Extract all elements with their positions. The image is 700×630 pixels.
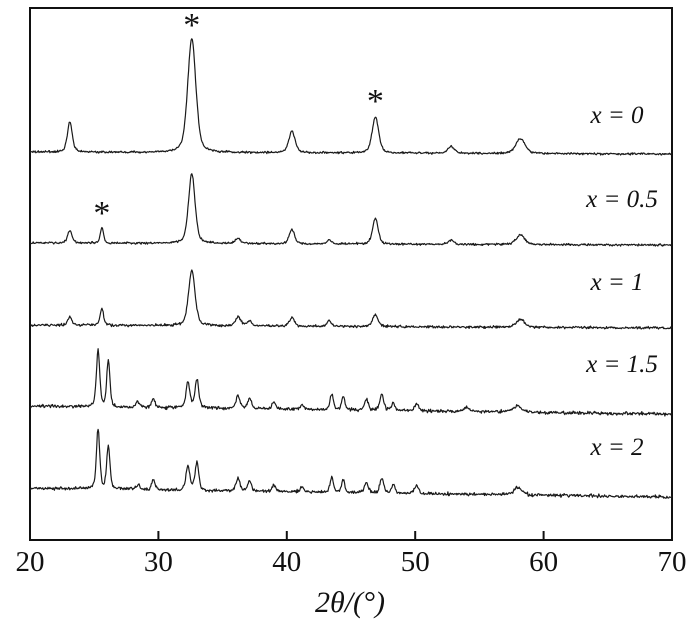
x-tick-label: 30 (144, 546, 173, 578)
series-label: x = 1 (590, 269, 644, 296)
asterisk-annotation: * (183, 7, 200, 44)
x-tick-label: 20 (16, 546, 45, 578)
trace-0 (29, 38, 673, 156)
asterisk-annotation: * (93, 195, 110, 232)
x-axis-label: 2θ/(°) (315, 586, 385, 619)
series-label: x = 2 (590, 434, 644, 461)
plot-border (29, 7, 673, 541)
plot-area: 20 30 40 50 60 70 x = 0 x = 0.5 x = 1 x = 1.5 x = … (16, 7, 687, 578)
x-tick-label: 60 (529, 546, 558, 578)
trace-1-5 (29, 348, 673, 417)
x-tick-label: 50 (401, 546, 430, 578)
series-label: x = 0.5 (585, 186, 658, 213)
trace-1 (29, 269, 673, 330)
asterisk-annotation: * (367, 83, 384, 120)
trace-0-5 (30, 173, 673, 247)
x-tick-label: 40 (272, 546, 301, 578)
x-tick-label: 70 (658, 546, 687, 578)
trace-2 (29, 428, 673, 499)
series-label: x = 1.5 (585, 351, 658, 378)
x-axis-ticks: 20 30 40 50 60 70 (16, 531, 687, 578)
series-label: x = 0 (590, 102, 644, 129)
